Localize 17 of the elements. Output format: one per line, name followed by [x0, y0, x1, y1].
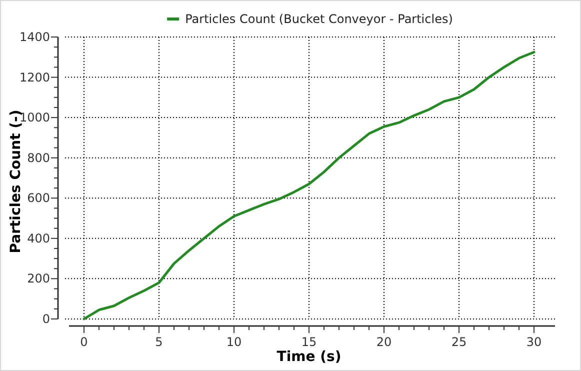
x-tick-label: 15 [301, 335, 317, 349]
y-tick-label: 200 [27, 272, 50, 286]
y-tick-label: 400 [27, 231, 50, 246]
x-tick-label: 5 [155, 335, 163, 349]
line-series [82, 50, 536, 320]
y-tick-label: 1400 [19, 30, 50, 44]
y-tick-label: 0 [42, 312, 50, 326]
y-tick-label: 1200 [19, 70, 50, 84]
x-tick-label: 30 [526, 335, 542, 349]
y-tick-label: 600 [27, 191, 50, 206]
x-tick-label: 25 [451, 335, 467, 349]
x-tick-label: 10 [226, 335, 242, 349]
x-tick-label: 0 [80, 335, 88, 349]
y-tick-label: 800 [27, 150, 50, 165]
x-tick-label: 20 [376, 335, 392, 349]
legend-label: Particles Count (Bucket Conveyor - Particles) [185, 12, 453, 26]
x-axis-title: Time (s) [276, 349, 342, 365]
